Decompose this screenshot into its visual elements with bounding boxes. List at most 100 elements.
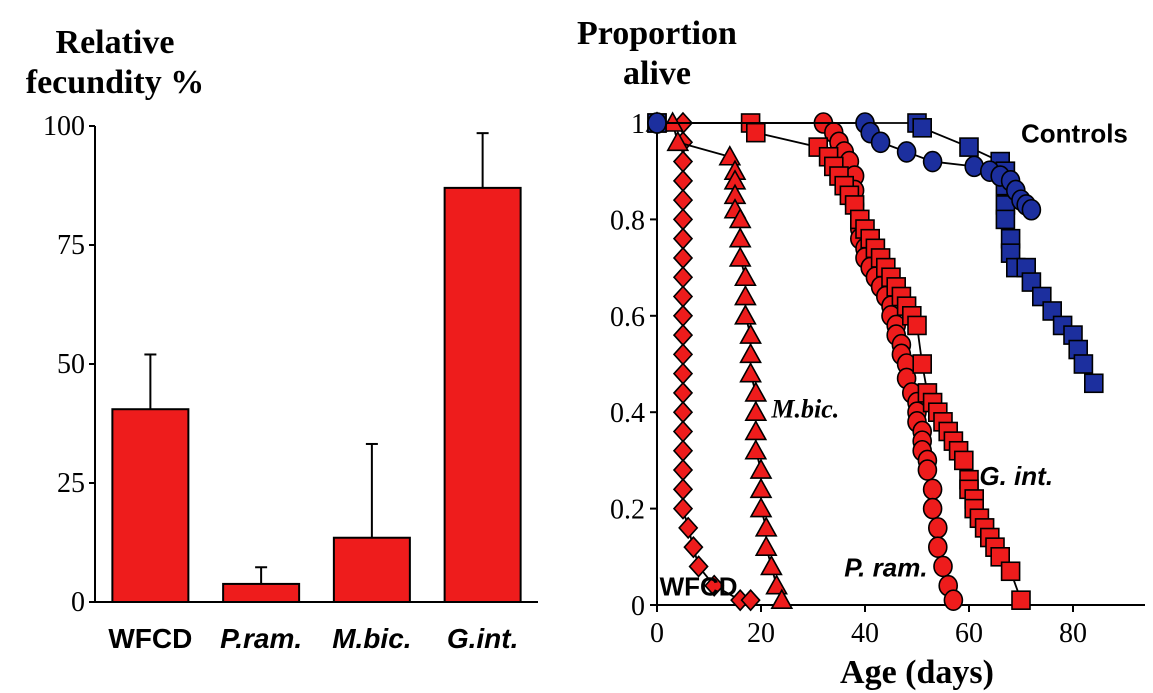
data-point: [739, 361, 762, 383]
data-point: [672, 343, 694, 366]
data-point: [678, 516, 699, 540]
data-point: [672, 439, 694, 462]
data-point: [749, 496, 773, 518]
data-point: [922, 150, 943, 173]
series-triangle-1: [645, 111, 794, 609]
data-point: [927, 517, 948, 539]
data-point: [912, 118, 933, 138]
bar-WFCD: [111, 408, 190, 603]
annotation-layer: Controls M.bic. G. int. P. ram. WFCD: [660, 119, 1128, 602]
data-point: [734, 265, 757, 287]
data-point: [672, 208, 694, 231]
series-square-3: [647, 113, 1031, 610]
data-point: [734, 284, 757, 306]
data-point: [728, 246, 752, 267]
x-tick-label: G.int.: [447, 623, 519, 654]
data-point: [927, 536, 948, 558]
data-point: [907, 315, 927, 336]
data-point: [739, 323, 762, 344]
data-point: [765, 574, 788, 595]
data-point: [672, 285, 694, 308]
data-point: [959, 137, 979, 157]
data-point: [933, 555, 953, 578]
data-point: [995, 209, 1016, 230]
bar-chart-title-line-2: fecundity %: [26, 64, 205, 101]
bar-layer: [111, 186, 522, 603]
data-point: [672, 227, 694, 250]
data-point: [760, 554, 783, 576]
data-point: [1073, 354, 1094, 374]
data-point: [704, 574, 725, 597]
data-point: [1032, 286, 1052, 307]
data-point: [734, 304, 757, 325]
data-point: [917, 459, 938, 481]
error-bar-layer: [144, 132, 489, 584]
line-x-tick-label: 0: [650, 618, 664, 649]
data-point: [922, 497, 943, 520]
series-annotation: P. ram.: [844, 552, 927, 582]
data-point: [1084, 373, 1104, 394]
data-point: [672, 362, 694, 385]
bar-G.int.: [443, 186, 522, 603]
line-x-tick-label: 20: [747, 618, 775, 649]
data-point: [990, 546, 1011, 567]
line-y-tick-label: 1: [631, 109, 645, 140]
series-circle-5: [647, 112, 1042, 221]
data-point: [672, 420, 694, 443]
data-point: [745, 122, 766, 143]
line-chart-title-line-1: Proportion: [577, 15, 737, 52]
bar-y-tick-label: 25: [57, 468, 85, 499]
data-point: [770, 588, 794, 609]
data-point: [672, 458, 694, 482]
data-point: [754, 535, 778, 556]
data-point: [683, 535, 704, 559]
data-point: [749, 458, 773, 479]
line-x-tick-label: 40: [851, 618, 879, 649]
line-chart-title-line-2: alive: [623, 55, 691, 92]
series-annotation: WFCD: [660, 572, 738, 602]
line-axis-layer: 0 0.2 0.4 0.6 0.8 1 0 20 40 60 80: [610, 109, 1145, 649]
data-point: [744, 381, 768, 402]
series-annotation: Controls: [1021, 119, 1128, 149]
data-point: [688, 555, 709, 578]
x-tick-label: P.ram.: [220, 623, 302, 654]
data-point: [672, 266, 694, 289]
data-point: [1021, 272, 1042, 292]
bar-y-tick-label: 0: [71, 587, 85, 618]
data-point: [718, 145, 742, 166]
data-point: [666, 130, 690, 152]
data-point: [672, 188, 694, 212]
series-annotation: G. int.: [979, 461, 1053, 491]
line-x-tick-label: 60: [955, 618, 983, 649]
series-layer: [645, 111, 1104, 612]
data-point: [672, 304, 694, 327]
data-point: [749, 477, 773, 499]
data-point: [740, 588, 761, 612]
data-point: [744, 419, 768, 441]
data-point: [672, 150, 694, 173]
data-point: [953, 450, 974, 471]
data-point: [1021, 198, 1042, 221]
line-x-tick-label: 80: [1059, 618, 1087, 649]
data-point: [739, 342, 762, 364]
data-point: [728, 227, 752, 248]
bar-axis-layer: WFCD P.ram. M.bic. G.int. 0 25 50 75 100: [43, 111, 538, 654]
data-point: [672, 323, 694, 347]
bar-M.bic.: [332, 536, 411, 603]
data-point: [661, 111, 684, 132]
bar-P.ram.: [222, 582, 301, 603]
line-y-tick-label: 0.6: [610, 302, 645, 333]
data-point: [672, 478, 694, 501]
line-y-tick-label: 0.8: [610, 205, 645, 236]
data-point: [647, 112, 667, 134]
line-y-tick-label: 0.2: [610, 495, 645, 526]
bar-y-tick-label: 100: [43, 111, 85, 142]
data-point: [912, 354, 933, 374]
data-point: [672, 497, 694, 520]
data-point: [943, 589, 964, 611]
x-tick-label: WFCD: [108, 623, 192, 654]
data-point: [896, 141, 917, 163]
line-y-tick-label: 0: [631, 591, 645, 622]
data-point: [754, 516, 778, 537]
